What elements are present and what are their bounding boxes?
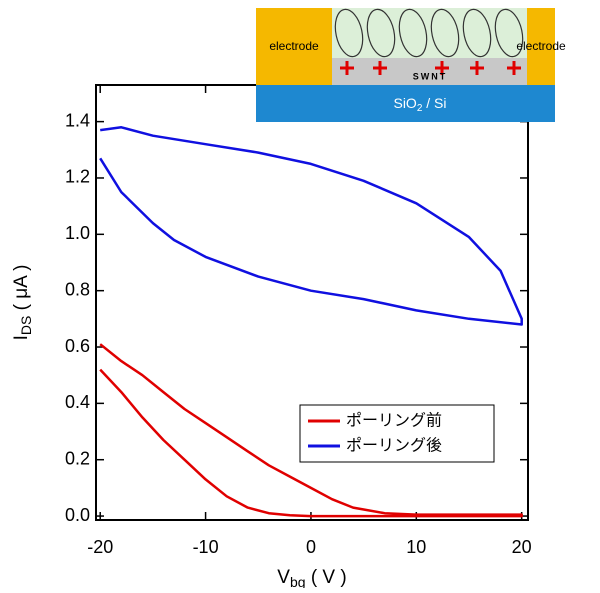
- y-tick-label: 1.2: [65, 167, 90, 187]
- y-tick-label: 0.0: [65, 505, 90, 525]
- molecule: [398, 8, 428, 58]
- y-axis-label-main: I: [11, 335, 32, 340]
- electrode-right: [527, 8, 555, 85]
- series-line: [99, 126, 523, 326]
- inset-diagram: electrode electrode SWNT SiO2 / Si: [256, 8, 566, 122]
- y-tick-label: 0.6: [65, 336, 90, 356]
- series-line: [99, 343, 523, 518]
- y-axis-label-rest: ( μA ): [11, 265, 32, 316]
- y-tick-label: 0.8: [65, 279, 90, 299]
- x-tick-label: 0: [306, 537, 316, 557]
- channel: [332, 8, 527, 58]
- legend-label: ポーリング前: [346, 411, 442, 430]
- plus-sign: [435, 61, 449, 75]
- substrate-sub: 2: [417, 103, 423, 114]
- swnt: [332, 58, 527, 85]
- molecule: [494, 8, 524, 58]
- y-tick-label: 0.4: [65, 392, 90, 412]
- substrate-main: SiO: [393, 95, 416, 111]
- molecule: [462, 8, 492, 58]
- y-tick-label: 1.4: [65, 110, 90, 130]
- molecule: [430, 8, 460, 58]
- x-axis-label-sub: bg: [290, 574, 306, 588]
- x-tick-label: 10: [406, 537, 426, 557]
- substrate-label: SiO2 / Si: [393, 95, 446, 114]
- plus-sign: [507, 61, 521, 75]
- substrate: [256, 85, 555, 122]
- y-axis-label-sub: DS: [18, 316, 34, 335]
- molecule: [366, 8, 396, 58]
- electrode-label: electrode: [516, 39, 566, 53]
- x-tick-label: 20: [512, 537, 532, 557]
- x-axis-label: Vbg ( V ): [277, 567, 346, 588]
- plus-sign: [470, 61, 484, 75]
- electrode-left: [256, 8, 332, 85]
- y-axis-label: IDS ( μA ): [11, 265, 34, 341]
- x-tick-label: -10: [193, 537, 219, 557]
- y-tick-label: 0.2: [65, 448, 90, 468]
- substrate-rest: / Si: [422, 95, 446, 111]
- legend-box: [299, 404, 495, 463]
- x-axis-label-main: V: [277, 567, 290, 588]
- plus-sign: [373, 61, 387, 75]
- swnt-label: SWNT: [413, 71, 448, 81]
- y-tick-label: 1.0: [65, 223, 90, 243]
- electrode-label: electrode: [269, 39, 319, 53]
- molecule: [334, 8, 364, 58]
- legend-label: ポーリング後: [346, 436, 442, 455]
- x-axis-label-rest: ( V ): [306, 567, 347, 588]
- x-tick-label: -20: [87, 537, 113, 557]
- plus-sign: [340, 61, 354, 75]
